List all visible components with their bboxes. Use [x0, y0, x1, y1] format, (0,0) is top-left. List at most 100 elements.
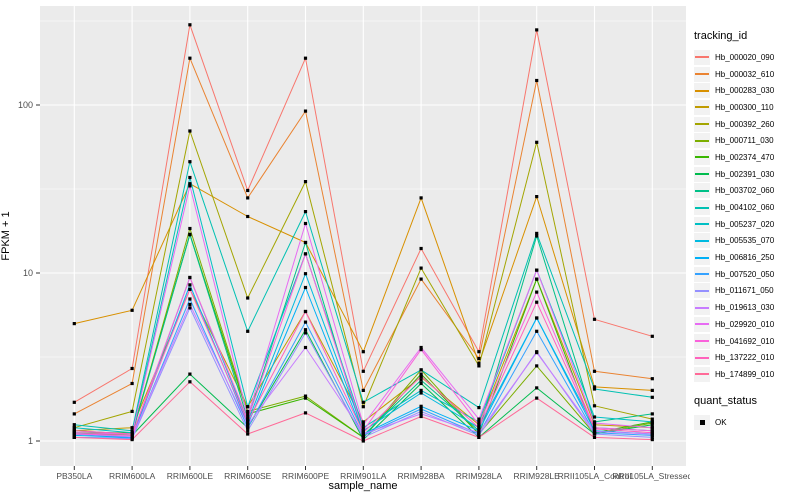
data-point: [477, 420, 481, 424]
data-point: [419, 409, 423, 413]
data-point: [303, 328, 308, 332]
data-point: [419, 348, 423, 352]
data-point: [650, 395, 654, 399]
x-tick-label: RRIM928LA: [456, 471, 503, 481]
data-point: [72, 432, 76, 436]
x-tick-label: RRIM600LE: [167, 471, 214, 481]
data-point: [188, 380, 192, 384]
legend-item: Hb_000283_030: [694, 82, 800, 99]
data-point: [419, 414, 423, 419]
legend-item-label: Hb_019613_030: [715, 303, 775, 313]
data-point: [303, 396, 308, 400]
data-point: [592, 415, 597, 419]
legend-line-swatch: [694, 233, 710, 249]
legend-item: Hb_003702_060: [694, 183, 800, 200]
data-point: [535, 329, 539, 333]
data-point: [246, 432, 250, 436]
data-point: [592, 385, 597, 389]
data-point: [419, 246, 423, 251]
x-tick-label: RRIM928LE: [514, 471, 561, 481]
legend-line-swatch: [694, 116, 710, 132]
legend-item: Hb_137222_010: [694, 349, 800, 366]
data-point: [535, 351, 539, 355]
data-point: [592, 432, 597, 436]
data-point: [477, 417, 481, 421]
legend-title-tracking-id: tracking_id: [694, 30, 748, 42]
data-point: [303, 109, 308, 113]
legend-item: Hb_007520_050: [694, 266, 800, 283]
data-point: [72, 322, 76, 326]
x-tick-label: RRIM600SE: [224, 471, 272, 481]
data-point: [419, 378, 423, 382]
x-axis-title: sample_name: [328, 480, 398, 492]
data-point: [477, 364, 481, 368]
legend-line-swatch: [694, 66, 710, 82]
data-point: [477, 356, 481, 361]
legend-item: Hb_002374_470: [694, 149, 800, 166]
data-point: [72, 426, 76, 430]
data-point: [303, 56, 308, 60]
data-point: [72, 429, 76, 433]
legend-item: Hb_174899_010: [694, 366, 800, 383]
ok-square-icon: [694, 414, 710, 430]
data-point: [361, 369, 365, 373]
x-tick-label: RRIM928BA: [397, 471, 445, 481]
data-point: [246, 188, 250, 193]
data-point: [303, 345, 308, 350]
data-point: [303, 394, 308, 398]
x-tick-label: RRIM600LA: [109, 471, 156, 481]
data-point: [130, 432, 134, 436]
data-point: [188, 129, 192, 133]
data-point: [361, 405, 365, 409]
legend-line-swatch: [694, 149, 710, 165]
data-point: [419, 372, 423, 376]
data-point: [303, 272, 308, 276]
data-point: [592, 317, 597, 321]
legend-line-swatch: [694, 166, 710, 182]
legend-item-label: OK: [715, 417, 727, 427]
legend-line-swatch: [694, 200, 710, 216]
legend-item-label: Hb_002374_470: [715, 152, 775, 162]
legend-line-swatch: [694, 366, 710, 382]
data-point: [535, 290, 539, 294]
data-point: [419, 368, 423, 372]
data-point: [361, 429, 365, 433]
data-point: [246, 412, 250, 416]
legend-item-label: Hb_029920_010: [715, 319, 775, 329]
data-point: [72, 412, 76, 416]
data-point: [246, 423, 250, 427]
legend-item-label: Hb_006816_250: [715, 253, 775, 263]
legend-item: Hb_005237_020: [694, 216, 800, 233]
data-point: [535, 316, 539, 320]
data-point: [72, 423, 76, 427]
legend-line-swatch: [694, 350, 710, 366]
data-point: [650, 438, 654, 442]
data-point: [477, 433, 481, 437]
data-point: [188, 372, 192, 376]
x-tick-label: RRIM901LA: [340, 471, 387, 481]
legend-item-label: Hb_000283_030: [715, 86, 775, 96]
data-point: [419, 412, 423, 416]
data-point: [650, 435, 654, 439]
data-point: [535, 396, 539, 400]
legend-item: Hb_002391_030: [694, 166, 800, 183]
legend-item-label: Hb_007520_050: [715, 269, 775, 279]
data-point: [592, 429, 597, 433]
data-point: [535, 78, 539, 83]
data-point: [130, 381, 134, 386]
y-tick-label: 1: [28, 436, 33, 446]
data-point: [419, 381, 423, 386]
data-point: [535, 231, 539, 235]
data-point: [477, 426, 481, 430]
data-point: [361, 420, 365, 424]
data-point: [188, 23, 192, 27]
data-point: [419, 345, 423, 350]
data-point: [650, 388, 654, 392]
data-point: [246, 214, 250, 219]
legend-item-label: Hb_000020_090: [715, 52, 775, 62]
data-point: [130, 426, 134, 430]
data-point: [477, 435, 481, 439]
data-point: [188, 175, 192, 180]
legend-item: Hb_000020_090: [694, 49, 800, 66]
legend-color-items: Hb_000020_090 Hb_000032_610 Hb_000283_030 H…: [694, 49, 800, 383]
